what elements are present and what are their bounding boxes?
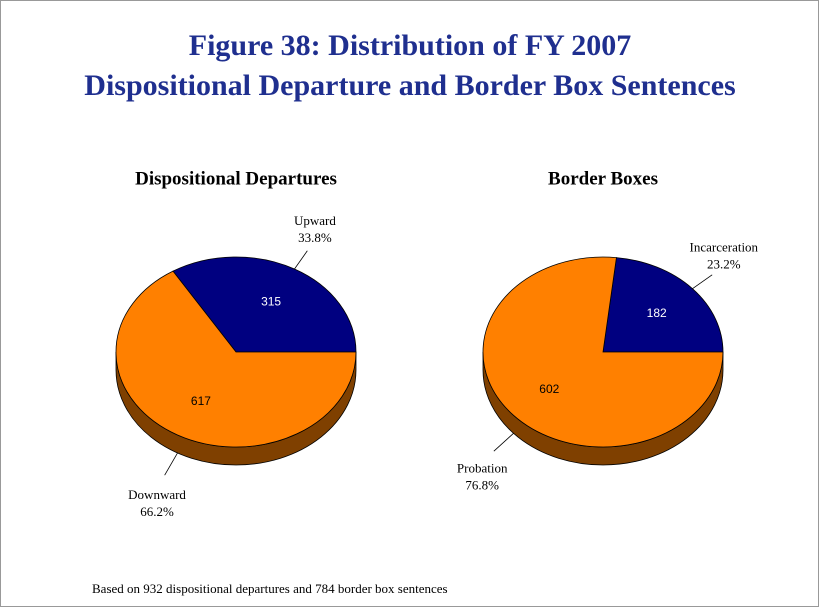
slice-value: 182 — [647, 306, 667, 320]
slice-label: Probation — [457, 460, 508, 475]
leader-line — [493, 433, 514, 452]
slice-label: Incarceration — [690, 240, 759, 255]
slice-percent: 23.2% — [707, 257, 741, 272]
leader-line — [294, 250, 308, 270]
leader-line — [164, 452, 178, 476]
slice-label: Downward — [128, 487, 186, 502]
slice-label: Upward — [294, 213, 336, 228]
pie-title: Border Boxes — [548, 168, 658, 189]
slice-value: 602 — [539, 382, 559, 396]
slice-value: 315 — [261, 294, 281, 308]
figure-title: Figure 38: Distribution of FY 2007 — [189, 29, 632, 62]
slice-percent: 66.2% — [140, 504, 174, 519]
footnote: Based on 932 dispositional departures an… — [92, 581, 448, 596]
pie-slice — [115, 270, 357, 448]
pie-slice — [482, 256, 724, 448]
leader-line — [692, 274, 713, 290]
slice-value: 617 — [191, 394, 211, 408]
pie-title: Dispositional Departures — [135, 168, 337, 189]
figure-title: Dispositional Departure and Border Box S… — [84, 69, 735, 102]
slice-percent: 33.8% — [298, 230, 332, 245]
slice-percent: 76.8% — [465, 477, 499, 492]
